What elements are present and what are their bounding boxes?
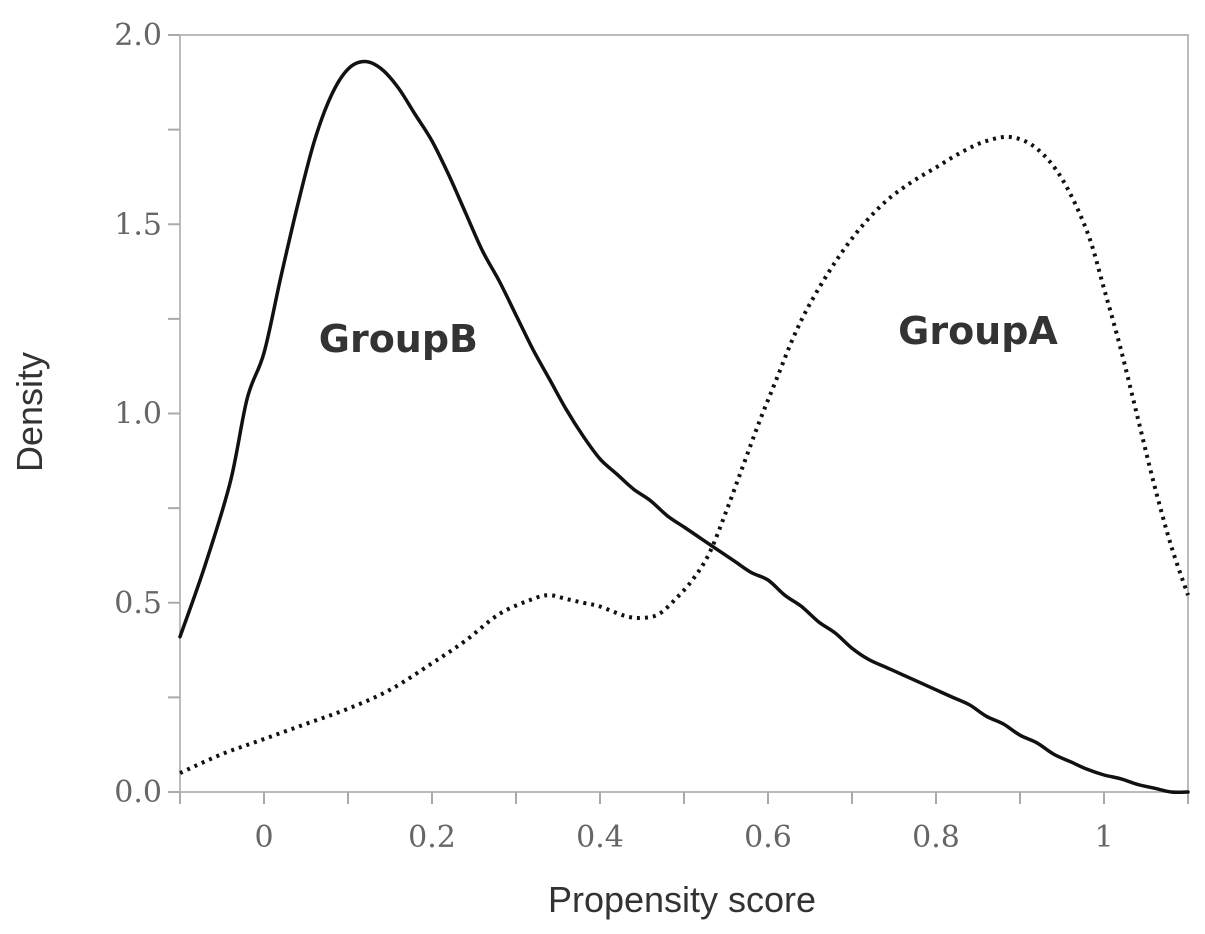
y-tick-label: 0.0 — [114, 775, 162, 810]
x-tick-label: 0.8 — [912, 820, 960, 855]
x-tick-label: 1 — [1094, 820, 1113, 855]
series-lines — [178, 59, 1190, 795]
x-axis-title: Propensity score — [548, 879, 816, 920]
y-tick-label: 0.5 — [114, 586, 162, 621]
plot-border — [179, 34, 1189, 793]
series-line-groupa — [179, 134, 1190, 775]
series-label-groupa: GroupA — [898, 309, 1058, 353]
series-line-groupb — [178, 59, 1190, 795]
series-annotations: GroupB GroupA — [319, 309, 1059, 361]
y-axis-title: Density — [9, 352, 50, 472]
x-tick-label: 0.2 — [408, 820, 456, 855]
x-axis-ticks: 0 0.2 0.4 0.6 0.8 1 — [179, 792, 1189, 855]
x-tick-label: 0.4 — [576, 820, 624, 855]
y-tick-label: 2.0 — [114, 18, 162, 53]
x-tick-label: 0 — [254, 820, 273, 855]
plot-frame — [179, 34, 1189, 793]
y-axis-ticks: 0.0 0.5 1.0 1.5 2.0 — [114, 18, 180, 810]
y-tick-label: 1.5 — [114, 207, 162, 242]
y-tick-label: 1.0 — [114, 397, 162, 432]
x-tick-label: 0.6 — [744, 820, 792, 855]
series-label-groupb: GroupB — [319, 317, 478, 361]
